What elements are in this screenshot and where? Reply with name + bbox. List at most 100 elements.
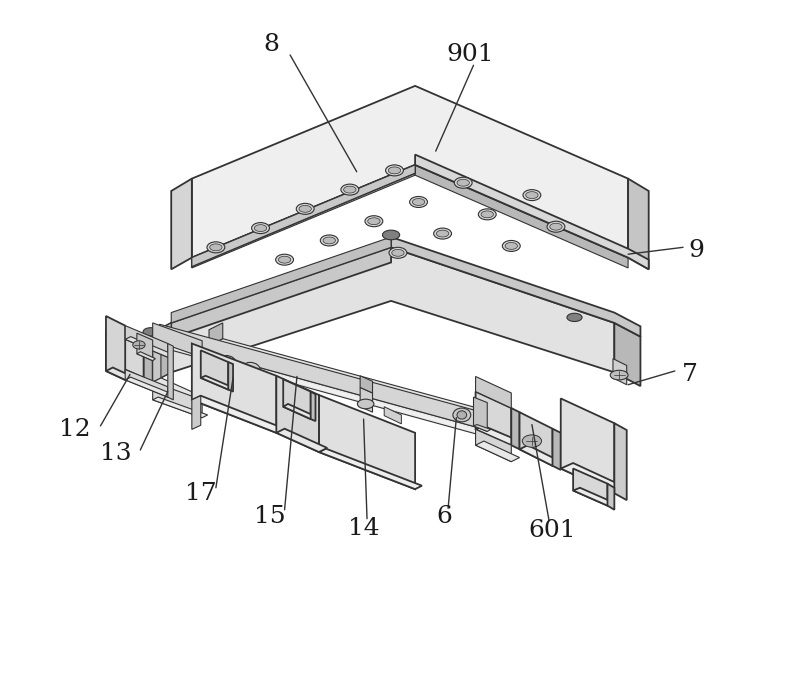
Text: 15: 15 [253, 505, 286, 528]
Polygon shape [615, 323, 641, 386]
Ellipse shape [344, 186, 356, 193]
Text: 601: 601 [529, 519, 576, 542]
Polygon shape [228, 362, 233, 392]
Ellipse shape [245, 366, 256, 376]
Polygon shape [136, 352, 155, 361]
Ellipse shape [386, 165, 403, 176]
Ellipse shape [254, 225, 267, 232]
Ellipse shape [436, 230, 449, 237]
Polygon shape [209, 323, 222, 346]
Polygon shape [171, 247, 391, 338]
Ellipse shape [409, 196, 428, 207]
Text: 14: 14 [348, 517, 380, 541]
Polygon shape [608, 484, 615, 510]
Ellipse shape [210, 244, 222, 251]
Polygon shape [192, 344, 276, 433]
Text: 7: 7 [682, 363, 697, 386]
Polygon shape [125, 370, 168, 397]
Text: 6: 6 [436, 505, 452, 528]
Polygon shape [519, 445, 561, 466]
Ellipse shape [341, 184, 359, 195]
Polygon shape [192, 396, 285, 433]
Polygon shape [391, 237, 641, 337]
Polygon shape [144, 346, 153, 390]
Polygon shape [573, 488, 615, 506]
Ellipse shape [143, 328, 158, 336]
Polygon shape [192, 165, 415, 268]
Ellipse shape [547, 221, 565, 232]
Ellipse shape [610, 370, 628, 380]
Polygon shape [573, 469, 608, 506]
Polygon shape [125, 337, 174, 357]
Ellipse shape [275, 254, 294, 265]
Polygon shape [476, 376, 511, 408]
Polygon shape [511, 408, 519, 449]
Ellipse shape [383, 230, 400, 240]
Polygon shape [200, 376, 233, 390]
Ellipse shape [453, 408, 471, 422]
Polygon shape [153, 382, 202, 418]
Polygon shape [153, 323, 202, 357]
Ellipse shape [133, 341, 145, 349]
Polygon shape [319, 449, 422, 489]
Polygon shape [552, 429, 561, 470]
Ellipse shape [525, 192, 538, 199]
Polygon shape [360, 387, 372, 412]
Ellipse shape [221, 359, 232, 369]
Polygon shape [125, 326, 168, 357]
Polygon shape [473, 425, 491, 431]
Polygon shape [200, 350, 228, 390]
Polygon shape [283, 379, 311, 419]
Polygon shape [159, 324, 477, 427]
Polygon shape [628, 179, 649, 269]
Text: 901: 901 [447, 43, 494, 67]
Ellipse shape [523, 190, 540, 201]
Ellipse shape [434, 228, 451, 239]
Ellipse shape [320, 235, 338, 246]
Polygon shape [276, 429, 327, 452]
Ellipse shape [252, 223, 270, 234]
Polygon shape [415, 165, 628, 268]
Text: 9: 9 [689, 239, 705, 262]
Polygon shape [159, 340, 477, 434]
Polygon shape [148, 323, 171, 385]
Polygon shape [613, 359, 626, 385]
Polygon shape [360, 376, 372, 393]
Polygon shape [192, 86, 628, 258]
Ellipse shape [457, 411, 466, 419]
Ellipse shape [207, 242, 225, 253]
Polygon shape [192, 165, 415, 267]
Polygon shape [319, 395, 415, 489]
Ellipse shape [550, 223, 562, 230]
Polygon shape [125, 377, 174, 397]
Ellipse shape [279, 256, 291, 263]
Polygon shape [276, 376, 319, 452]
Polygon shape [473, 397, 488, 431]
Polygon shape [561, 398, 615, 493]
Polygon shape [153, 378, 202, 400]
Polygon shape [476, 426, 519, 445]
Polygon shape [209, 339, 518, 426]
Polygon shape [415, 155, 649, 269]
Ellipse shape [357, 399, 374, 409]
Text: 13: 13 [100, 442, 132, 465]
Ellipse shape [365, 216, 383, 227]
Polygon shape [136, 333, 153, 361]
Polygon shape [192, 396, 200, 429]
Ellipse shape [481, 211, 493, 218]
Ellipse shape [413, 199, 424, 205]
Ellipse shape [478, 209, 496, 220]
Ellipse shape [296, 203, 314, 214]
Polygon shape [519, 412, 552, 466]
Polygon shape [615, 423, 626, 500]
Polygon shape [106, 368, 132, 380]
Polygon shape [153, 397, 208, 418]
Polygon shape [159, 342, 477, 433]
Ellipse shape [567, 313, 582, 322]
Ellipse shape [505, 243, 518, 249]
Ellipse shape [457, 179, 469, 186]
Ellipse shape [388, 167, 401, 174]
Polygon shape [311, 392, 316, 421]
Ellipse shape [454, 177, 472, 188]
Polygon shape [171, 237, 391, 323]
